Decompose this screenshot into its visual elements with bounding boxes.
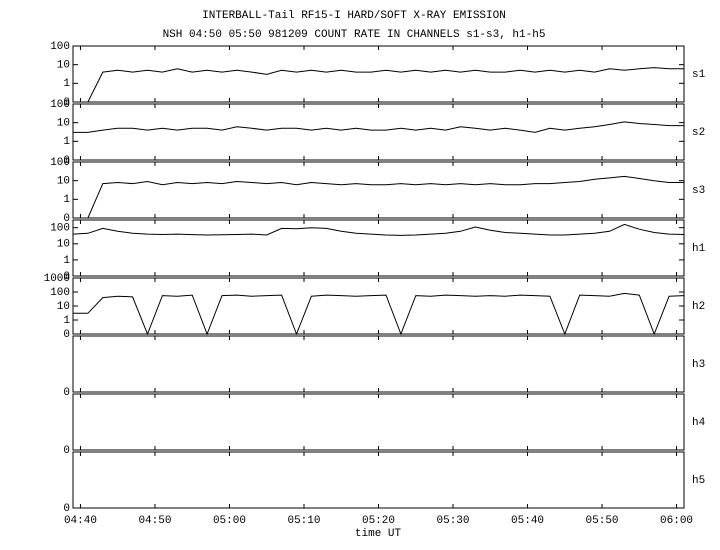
x-tick-label: 05:40 [511, 515, 544, 527]
y-tick-label: 100 [50, 157, 70, 169]
y-tick-label: 1000 [44, 273, 70, 285]
x-tick-label: 05:50 [586, 515, 619, 527]
panel-label: s1 [692, 69, 706, 81]
y-tick-label: 1 [63, 136, 70, 148]
data-line [72, 223, 685, 236]
x-tick-label: 06:00 [660, 515, 693, 527]
y-tick-label: 10 [57, 301, 70, 313]
data-line [73, 292, 685, 336]
data-line [73, 175, 684, 219]
y-tick-label: 1 [63, 78, 70, 90]
y-tick-label: 1 [63, 255, 70, 267]
chart-title: INTERBALL-Tail RF15-I HARD/SOFT X-RAY EM… [202, 10, 506, 22]
y-tick-label: 10 [57, 118, 70, 130]
y-tick-label: 0 [63, 387, 70, 399]
data-line [73, 121, 684, 133]
y-tick-label: 0 [63, 97, 70, 109]
x-tick-label: 05:20 [362, 515, 395, 527]
y-tick-label: 0 [63, 271, 70, 283]
x-tick-label: 04:50 [138, 515, 171, 527]
y-tick-label: 100 [50, 41, 70, 53]
panel-label: s3 [692, 185, 705, 197]
x-tick-label: 04:40 [64, 515, 97, 527]
y-tick-label: 10 [57, 60, 70, 72]
y-tick-label: 0 [63, 329, 70, 341]
y-tick-label: 1 [63, 315, 70, 327]
panel-label: h3 [692, 359, 705, 371]
y-tick-label: 0 [63, 213, 70, 225]
x-axis-label: time UT [355, 528, 402, 540]
panel-label: h5 [692, 475, 705, 487]
y-tick-label: 10 [57, 239, 70, 251]
y-tick-label: 0 [63, 155, 70, 167]
panel-label: s2 [692, 127, 705, 139]
data-line [73, 67, 684, 103]
y-tick-label: 0 [63, 445, 70, 457]
y-tick-label: 100 [50, 99, 70, 111]
y-tick-label: 100 [50, 223, 70, 235]
y-tick-label: 1 [63, 194, 70, 206]
x-tick-label: 05:00 [213, 515, 246, 527]
x-tick-label: 05:30 [437, 515, 470, 527]
chart-subtitle: NSH 04:50 05:50 981209 COUNT RATE IN CHA… [163, 29, 546, 41]
panel-label: h2 [692, 301, 705, 313]
y-tick-label: 10 [57, 176, 70, 188]
x-tick-label: 05:10 [287, 515, 320, 527]
panel-label: h4 [692, 417, 706, 429]
y-tick-label: 100 [50, 287, 70, 299]
y-tick-label: 0 [63, 503, 70, 515]
panel-label: h1 [692, 243, 706, 255]
